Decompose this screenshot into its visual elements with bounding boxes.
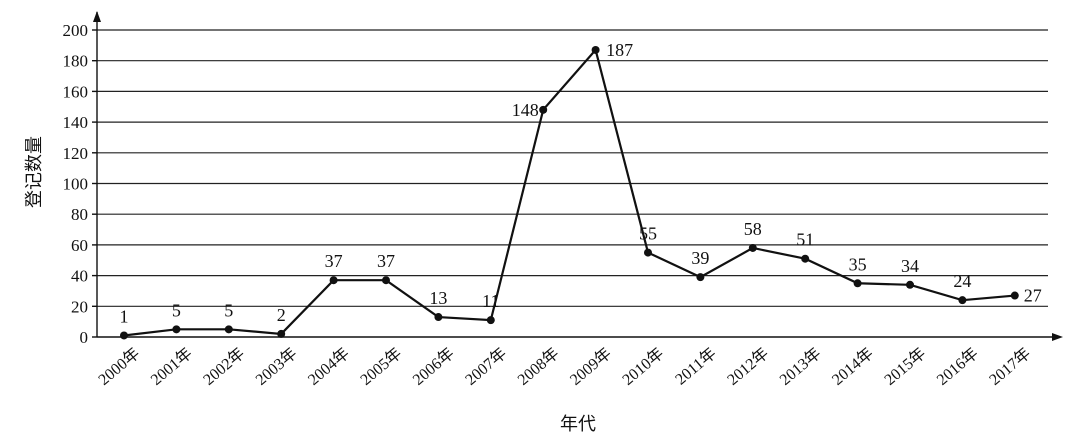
data-label: 11 xyxy=(482,291,499,311)
data-point xyxy=(224,325,233,334)
data-label: 37 xyxy=(325,251,343,271)
x-tick-label: 2009年 xyxy=(567,344,615,389)
y-tick-label: 0 xyxy=(80,328,89,347)
gridlines xyxy=(97,29,1048,307)
x-tick-label: 2005年 xyxy=(357,344,405,389)
x-tick-label: 2011年 xyxy=(672,344,720,388)
x-tick-label: 2013年 xyxy=(776,344,824,389)
x-tick-label: 2000年 xyxy=(95,344,143,389)
data-point xyxy=(958,296,967,305)
data-label: 58 xyxy=(744,219,762,239)
data-label: 55 xyxy=(639,224,657,244)
y-axis-arrow xyxy=(93,11,101,22)
data-label: 27 xyxy=(1024,286,1042,306)
data-point xyxy=(748,243,757,252)
x-tick-label: 2015年 xyxy=(881,344,929,389)
y-tick-label: 60 xyxy=(71,236,88,255)
y-tick-label: 200 xyxy=(63,21,89,40)
x-tick-label: 2017年 xyxy=(986,344,1034,389)
axes xyxy=(92,11,1063,341)
data-point xyxy=(1010,291,1019,300)
y-tick-label: 160 xyxy=(63,82,89,101)
data-label: 13 xyxy=(429,288,447,308)
x-tick-label: 2010年 xyxy=(619,344,667,389)
data-label: 51 xyxy=(796,230,814,250)
data-label: 5 xyxy=(224,300,233,320)
x-tick-label: 2012年 xyxy=(724,344,772,389)
data-point xyxy=(591,45,600,54)
data-label: 37 xyxy=(377,251,395,271)
data-label: 24 xyxy=(953,271,971,291)
data-point xyxy=(382,276,390,285)
data-label: 2 xyxy=(277,305,286,325)
y-tick-label: 80 xyxy=(71,205,88,224)
series-line xyxy=(123,47,1015,337)
y-tick-label: 100 xyxy=(63,175,89,194)
x-tick-label: 2003年 xyxy=(252,344,300,389)
data-point xyxy=(172,325,181,334)
data-point xyxy=(539,105,548,114)
data-label: 1 xyxy=(120,306,129,326)
data-point xyxy=(801,254,810,263)
x-axis-title: 年代 xyxy=(560,414,596,435)
x-tick-label: 2001年 xyxy=(147,344,195,389)
data-label: 148 xyxy=(512,100,539,120)
data-point xyxy=(644,248,652,257)
series xyxy=(120,45,1019,340)
x-tick-label: 2007年 xyxy=(462,344,510,389)
x-tick-label: 2004年 xyxy=(305,344,353,389)
data-label: 39 xyxy=(691,248,709,268)
data-point xyxy=(696,273,705,282)
data-label: 35 xyxy=(849,254,867,274)
x-tick-label: 2002年 xyxy=(200,344,248,389)
data-label: 34 xyxy=(901,256,919,276)
data-label: 187 xyxy=(606,40,633,60)
data-point xyxy=(906,280,914,289)
data-point xyxy=(120,331,128,340)
x-tick-label: 2006年 xyxy=(409,344,457,389)
x-tick-labels: 2000年 2001年 2002年 2003年 2004年 2005年 2006年 2007年… xyxy=(95,344,1034,389)
y-tick-label: 140 xyxy=(63,113,89,132)
x-tick-label: 2016年 xyxy=(933,344,981,389)
y-tick-label: 20 xyxy=(71,297,88,316)
data-point xyxy=(329,276,338,285)
x-axis-arrow xyxy=(1052,333,1063,341)
x-tick-label: 2014年 xyxy=(829,344,877,389)
y-tick-labels: 0 20 40 60 80 100 120 140 160 180 200 xyxy=(63,21,89,347)
data-point xyxy=(434,313,443,322)
data-label: 5 xyxy=(172,300,181,320)
y-tick-label: 120 xyxy=(63,144,89,163)
y-tick-label: 40 xyxy=(71,267,88,286)
data-point xyxy=(853,279,862,288)
y-tick-label: 180 xyxy=(63,52,89,71)
data-point xyxy=(486,316,495,325)
y-axis-title: 登记数量 xyxy=(24,136,45,208)
x-tick-label: 2008年 xyxy=(514,344,562,389)
data-point xyxy=(277,329,286,338)
